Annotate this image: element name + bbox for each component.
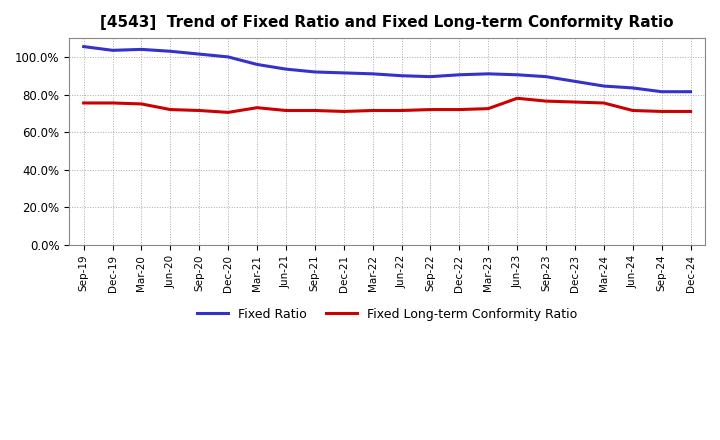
Fixed Ratio (686, 89, 695, 94)
Fixed Long-term Conformity Ratio (166, 107, 175, 112)
Fixed Ratio (369, 71, 377, 77)
Fixed Ratio (108, 48, 117, 53)
Fixed Ratio (339, 70, 348, 76)
Fixed Ratio (657, 89, 666, 94)
Fixed Long-term Conformity Ratio (137, 101, 145, 106)
Fixed Ratio (397, 73, 406, 78)
Fixed Ratio (426, 74, 435, 79)
Fixed Ratio (629, 85, 637, 91)
Fixed Long-term Conformity Ratio (79, 100, 88, 106)
Fixed Long-term Conformity Ratio (541, 99, 550, 104)
Fixed Ratio (310, 70, 319, 75)
Line: Fixed Long-term Conformity Ratio: Fixed Long-term Conformity Ratio (84, 98, 690, 112)
Fixed Long-term Conformity Ratio (629, 108, 637, 113)
Fixed Ratio (541, 74, 550, 79)
Fixed Long-term Conformity Ratio (686, 109, 695, 114)
Fixed Long-term Conformity Ratio (195, 108, 204, 113)
Fixed Long-term Conformity Ratio (310, 108, 319, 113)
Fixed Ratio (253, 62, 261, 67)
Fixed Long-term Conformity Ratio (108, 100, 117, 106)
Fixed Long-term Conformity Ratio (426, 107, 435, 112)
Fixed Long-term Conformity Ratio (282, 108, 290, 113)
Fixed Ratio (571, 79, 580, 84)
Fixed Long-term Conformity Ratio (369, 108, 377, 113)
Fixed Ratio (79, 44, 88, 49)
Fixed Ratio (137, 47, 145, 52)
Fixed Long-term Conformity Ratio (397, 108, 406, 113)
Fixed Long-term Conformity Ratio (513, 95, 521, 101)
Legend: Fixed Ratio, Fixed Long-term Conformity Ratio: Fixed Ratio, Fixed Long-term Conformity … (192, 303, 582, 326)
Fixed Long-term Conformity Ratio (657, 109, 666, 114)
Fixed Ratio (224, 54, 233, 59)
Fixed Ratio (166, 49, 175, 54)
Fixed Long-term Conformity Ratio (224, 110, 233, 115)
Fixed Long-term Conformity Ratio (484, 106, 492, 111)
Line: Fixed Ratio: Fixed Ratio (84, 47, 690, 92)
Fixed Ratio (513, 72, 521, 77)
Title: [4543]  Trend of Fixed Ratio and Fixed Long-term Conformity Ratio: [4543] Trend of Fixed Ratio and Fixed Lo… (100, 15, 674, 30)
Fixed Long-term Conformity Ratio (600, 100, 608, 106)
Fixed Long-term Conformity Ratio (455, 107, 464, 112)
Fixed Long-term Conformity Ratio (571, 99, 580, 105)
Fixed Long-term Conformity Ratio (339, 109, 348, 114)
Fixed Ratio (600, 84, 608, 89)
Fixed Ratio (282, 66, 290, 72)
Fixed Ratio (195, 51, 204, 57)
Fixed Long-term Conformity Ratio (253, 105, 261, 110)
Fixed Ratio (455, 72, 464, 77)
Fixed Ratio (484, 71, 492, 77)
